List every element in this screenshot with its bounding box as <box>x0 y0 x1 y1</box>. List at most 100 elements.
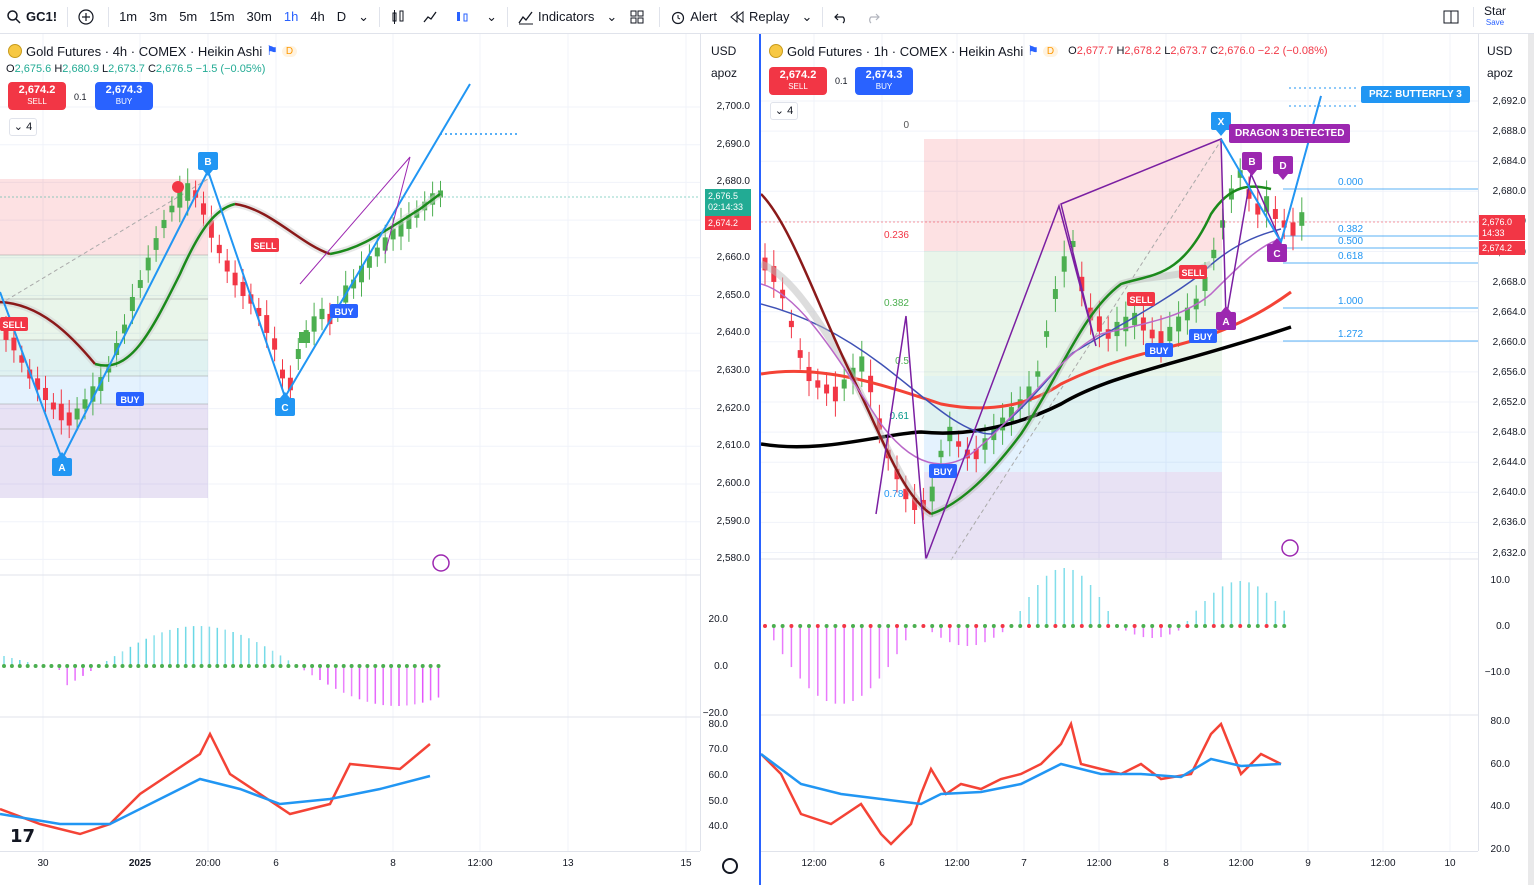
save-layout-button[interactable]: Star Save <box>1478 0 1534 34</box>
rsi-slow-line <box>761 753 1282 806</box>
right-chart-canvas[interactable]: 00.2360.3820.50.610.7860.0000.3820.5000.… <box>761 34 1534 885</box>
zero-dot <box>136 664 141 668</box>
settings-gear-icon[interactable] <box>722 858 738 874</box>
interval-4h[interactable]: 4h <box>310 9 325 24</box>
alert-button[interactable]: Alert <box>664 0 723 34</box>
right-tlabels-item: 10 <box>1444 858 1456 869</box>
gold-symbol-icon <box>769 44 783 58</box>
tradingview-logo[interactable]: 𝟭𝟳 <box>10 826 36 846</box>
flag-icon[interactable]: ⚑ <box>1027 43 1039 58</box>
interval-dropdown[interactable]: ⌄ <box>358 8 370 24</box>
left-olabels-item: 50.0 <box>708 796 728 807</box>
left-chart-panel[interactable]: A B C SELL BUY SELL BUY Gold Futures · 4h · CO… <box>0 34 757 885</box>
ratio-label: 0.500 <box>1338 236 1363 247</box>
zero-dot <box>357 664 362 668</box>
interval-1h[interactable]: 1h <box>283 9 299 24</box>
zero-dot <box>318 664 322 668</box>
right-indicators-collapse-button[interactable]: ⌄ 4 <box>770 102 798 120</box>
candle-body <box>1290 222 1296 236</box>
layouts-button[interactable] <box>623 0 655 34</box>
alarm-clock-icon <box>672 11 685 24</box>
left-plabels-item: 2,640.0 <box>716 327 750 339</box>
right-order-qty[interactable]: 0.1 <box>835 76 848 86</box>
replay-dropdown[interactable]: ⌄ <box>801 8 813 24</box>
zero-dot <box>191 664 196 668</box>
pattern-point-c-bg <box>275 398 295 416</box>
left-sell-button[interactable]: 2,674.2 SELL <box>8 82 66 110</box>
right-change-value: −2.2 (−0.08%) <box>1257 45 1328 57</box>
zero-dot <box>1176 624 1181 628</box>
candle-body <box>1255 203 1261 215</box>
redo-button[interactable] <box>859 0 891 34</box>
zero-dot <box>939 624 943 628</box>
candle-body <box>1123 316 1129 332</box>
left-olabels-item: 0.0 <box>714 661 728 672</box>
candle-body <box>1237 170 1243 178</box>
candle-body <box>145 257 151 271</box>
zero-dot <box>842 624 847 628</box>
candle-body <box>1211 249 1217 259</box>
chart-type-dropdown[interactable]: ⌄ <box>486 8 497 24</box>
zero-dot <box>65 664 70 668</box>
zero-dot <box>412 664 417 668</box>
compare-button[interactable] <box>72 0 104 34</box>
candle-body <box>311 316 317 332</box>
interval-D[interactable]: D <box>336 9 347 24</box>
candle-body <box>264 315 270 333</box>
interval-15m[interactable]: 15m <box>209 9 235 24</box>
zero-dot <box>1211 624 1216 628</box>
left-tlabels-item: 12:00 <box>467 858 493 869</box>
left-plabels-item: 2,590.0 <box>716 515 750 527</box>
zero-dot <box>1079 624 1084 628</box>
left-order-qty[interactable]: 0.1 <box>74 92 87 102</box>
candle-body <box>841 379 847 389</box>
zero-dot <box>1088 624 1093 628</box>
flag-icon[interactable]: ⚑ <box>266 43 278 58</box>
left-price-scale[interactable]: USD apoz 2,700.02,690.02,680.02,670.02,6… <box>700 34 757 851</box>
indicators-button[interactable]: Indicators <box>512 0 600 34</box>
interval-5m[interactable]: 5m <box>179 9 198 24</box>
left-indicators-collapse-button[interactable]: ⌄ 4 <box>9 118 37 136</box>
left-buy-button[interactable]: 2,674.3 BUY <box>95 82 153 110</box>
right-scale-mode[interactable]: apoz <box>1487 66 1514 80</box>
interval-3m[interactable]: 3m <box>149 9 168 24</box>
candle-body <box>224 260 230 272</box>
line-chart-icon <box>423 11 437 22</box>
left-time-axis[interactable]: 30 2025 20:00 6 8 12:00 13 15 <box>0 851 700 875</box>
right-price-scale[interactable]: USD apoz 2,692.0 2,688.0 2,684.0 2,680.0 2,6… <box>1478 34 1530 855</box>
chart-type-bars-button[interactable] <box>448 0 480 34</box>
interval-30m[interactable]: 30m <box>246 9 272 24</box>
buy-signal: BUY <box>1149 346 1168 356</box>
right-tlabels-item: 7 <box>1021 858 1027 869</box>
right-sell-button[interactable]: 2,674.2 SELL <box>769 67 827 95</box>
fib-level-label: 0.236 <box>884 230 909 241</box>
undo-button[interactable] <box>827 0 859 34</box>
left-plabels-item: 2,620.0 <box>716 402 750 414</box>
candle-body <box>137 280 143 288</box>
symbol-search[interactable]: GC1! <box>0 0 63 34</box>
fib-diagonal <box>0 178 209 305</box>
candle-body <box>74 408 80 420</box>
replay-button[interactable]: Replay <box>723 0 795 34</box>
right-sell-label: SELL <box>788 82 808 91</box>
sell-signal-bg <box>251 238 279 252</box>
chart-type-line-button[interactable] <box>416 0 448 34</box>
left-scale-mode[interactable]: apoz <box>711 66 738 80</box>
indicators-dropdown[interactable]: ⌄ <box>606 8 618 24</box>
left-currency-select[interactable]: USD <box>711 44 737 58</box>
right-currency-select[interactable]: USD <box>1487 44 1513 58</box>
candle-body <box>1246 189 1252 199</box>
left-chart-canvas[interactable]: A B C SELL BUY SELL BUY <box>0 34 757 885</box>
chart-type-candles-button[interactable] <box>384 0 416 34</box>
right-chart-panel[interactable]: 0 0.236 0.382 0.5 0.61 0.786 0.000 0.382 0.500 0.… <box>759 34 1534 885</box>
fib-level-label: 0.5 <box>895 356 909 367</box>
right-buy-button[interactable]: 2,674.3 BUY <box>855 67 913 95</box>
fib-zone-green <box>0 255 208 340</box>
layout-split-button[interactable] <box>1437 0 1469 34</box>
zero-dot <box>41 664 46 668</box>
zero-dot <box>1255 624 1260 628</box>
candle-body <box>129 296 135 312</box>
right-time-axis[interactable]: 12:00 6 12:00 7 12:00 8 12:00 9 12:00 10 <box>761 851 1478 875</box>
interval-1m[interactable]: 1m <box>119 9 138 24</box>
zero-dot <box>428 664 433 668</box>
